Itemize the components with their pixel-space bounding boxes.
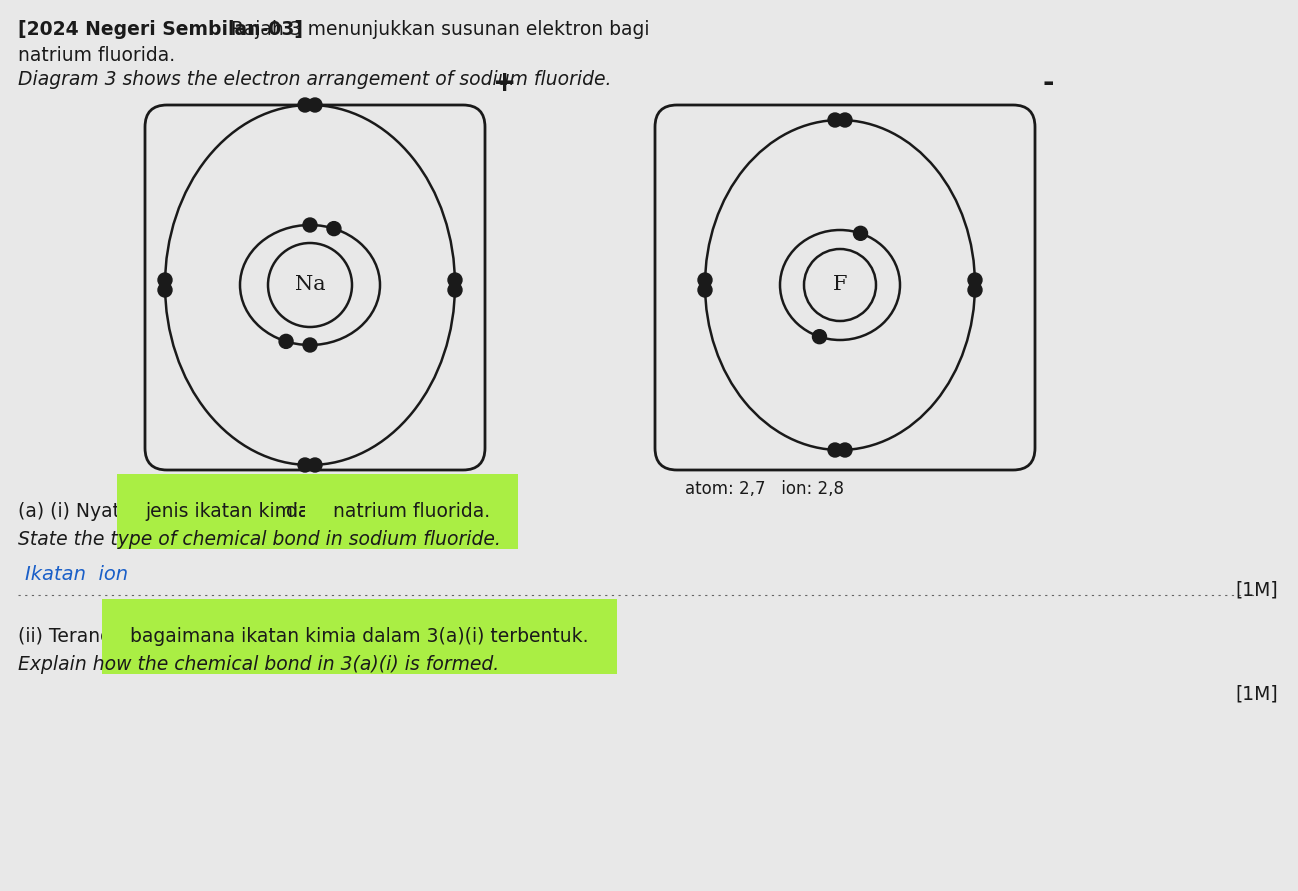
Text: Ikatan  ion: Ikatan ion: [25, 565, 129, 584]
Circle shape: [698, 273, 713, 287]
Circle shape: [854, 226, 867, 241]
Circle shape: [302, 218, 317, 232]
Text: +: +: [493, 69, 517, 97]
Text: (ii) Terangkan: (ii) Terangkan: [18, 627, 152, 646]
Text: Diagram 3 shows the electron arrangement of sodium fluoride.: Diagram 3 shows the electron arrangement…: [18, 70, 611, 89]
Circle shape: [828, 443, 842, 457]
Circle shape: [839, 443, 851, 457]
Circle shape: [813, 330, 827, 344]
Circle shape: [968, 283, 983, 297]
Circle shape: [828, 113, 842, 127]
Text: -: -: [1044, 69, 1054, 97]
Circle shape: [968, 273, 983, 287]
Text: Explain how the chemical bond in 3(a)(i) is formed.: Explain how the chemical bond in 3(a)(i)…: [18, 655, 500, 674]
Circle shape: [299, 98, 312, 112]
Circle shape: [839, 113, 851, 127]
Text: Na: Na: [295, 275, 326, 295]
Circle shape: [448, 273, 462, 287]
Text: State the type of chemical bond in sodium fluoride.: State the type of chemical bond in sodiu…: [18, 530, 501, 549]
Circle shape: [302, 338, 317, 352]
Circle shape: [327, 222, 341, 235]
Text: natrium fluorida.: natrium fluorida.: [334, 502, 491, 521]
Circle shape: [299, 458, 312, 472]
Circle shape: [698, 283, 713, 297]
Circle shape: [158, 273, 173, 287]
Text: atom: 2,8,1   ion: 2,8: atom: 2,8,1 ion: 2,8: [151, 480, 324, 498]
Circle shape: [308, 458, 322, 472]
Text: F: F: [833, 275, 848, 295]
Circle shape: [308, 98, 322, 112]
Text: jenis ikatan kimia: jenis ikatan kimia: [145, 502, 310, 521]
Text: atom: 2,7   ion: 2,8: atom: 2,7 ion: 2,8: [685, 480, 844, 498]
Text: [1M]: [1M]: [1236, 685, 1279, 704]
Text: (a) (i) Nyatakan: (a) (i) Nyatakan: [18, 502, 171, 521]
Text: natrium fluorida.: natrium fluorida.: [18, 46, 175, 65]
Circle shape: [448, 283, 462, 297]
Circle shape: [158, 283, 173, 297]
Text: bagaimana ikatan kimia dalam 3(a)(i) terbentuk.: bagaimana ikatan kimia dalam 3(a)(i) ter…: [131, 627, 589, 646]
Text: dalam: dalam: [280, 502, 350, 521]
Text: [2024 Negeri Sembilan-03]: [2024 Negeri Sembilan-03]: [18, 20, 302, 39]
Text: [1M]: [1M]: [1236, 581, 1279, 600]
Circle shape: [279, 334, 293, 348]
Text: Rajah 3 menunjukkan susunan elektron bagi: Rajah 3 menunjukkan susunan elektron bag…: [225, 20, 649, 39]
